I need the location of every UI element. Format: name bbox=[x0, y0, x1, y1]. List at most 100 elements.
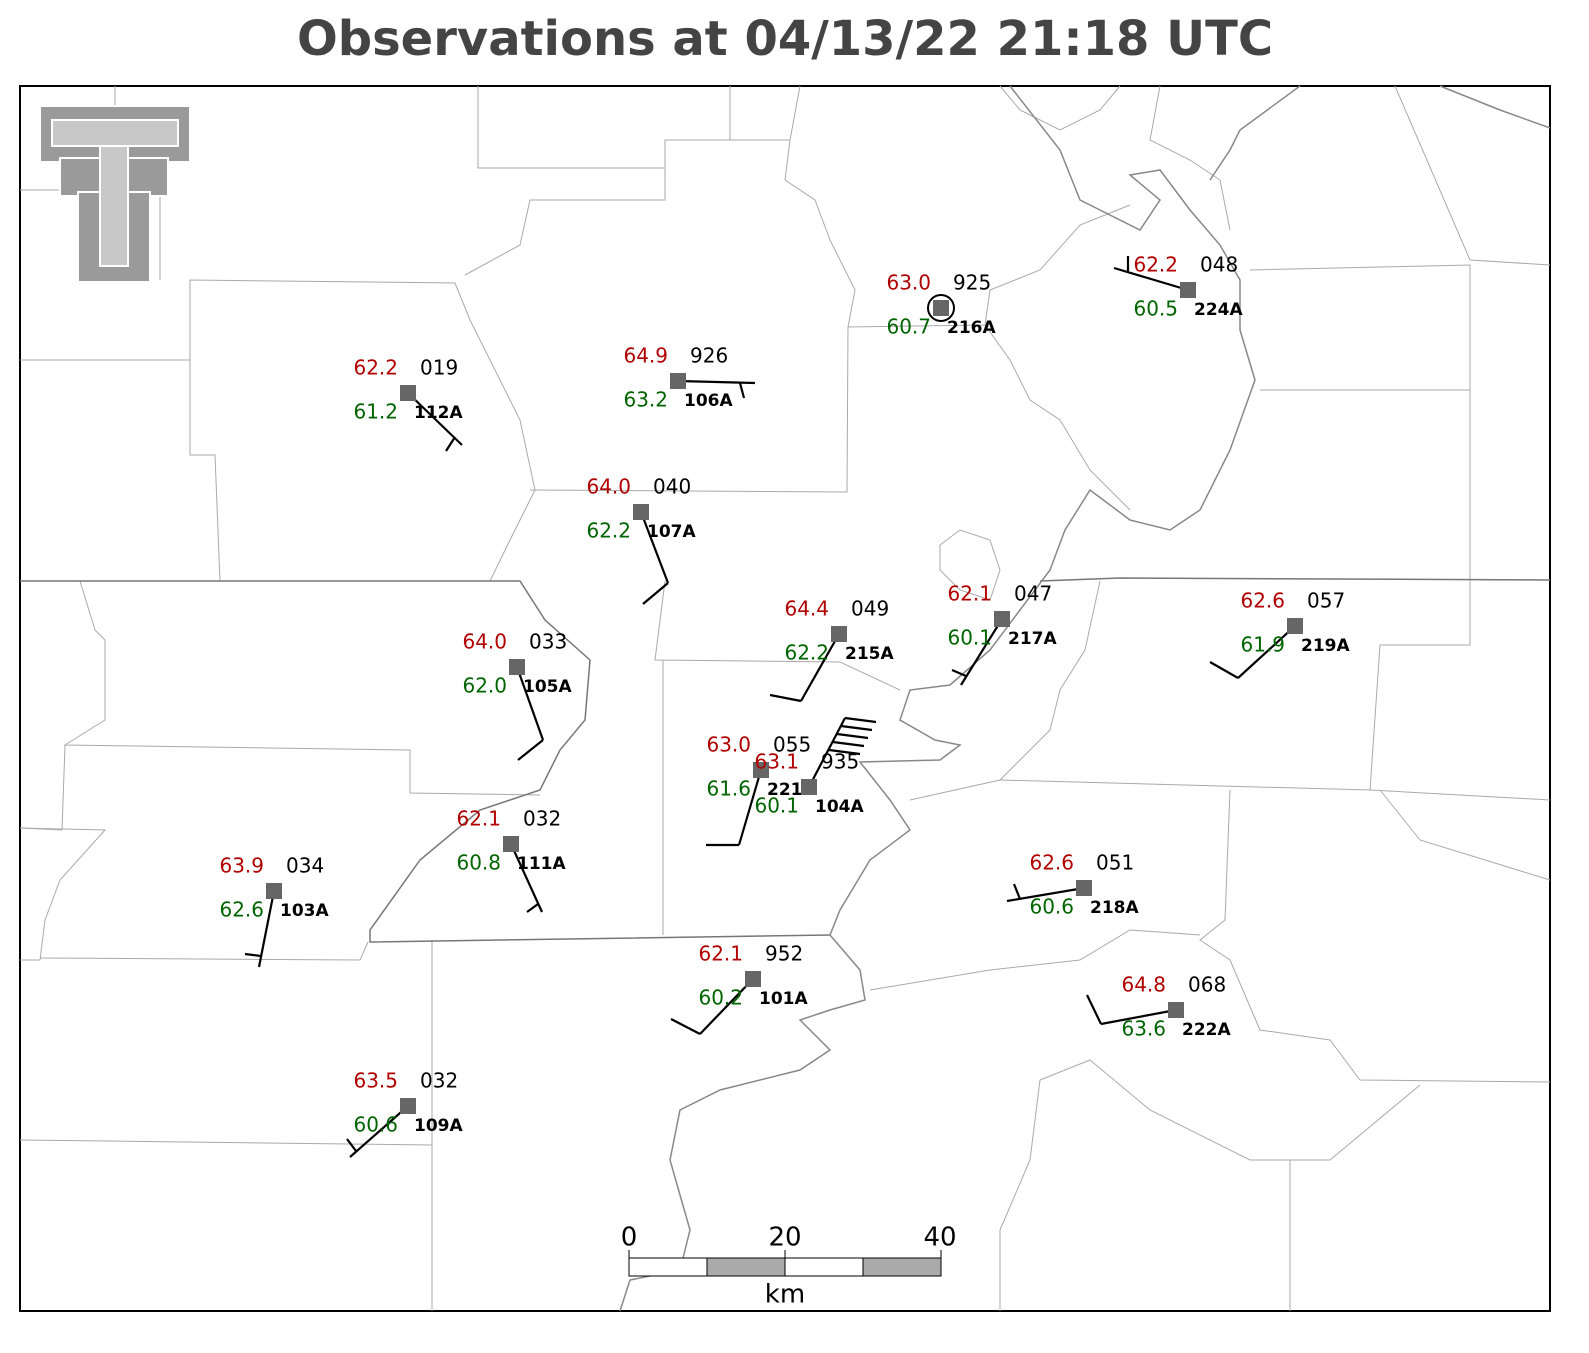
pressure: 952 bbox=[765, 942, 803, 966]
pressure: 032 bbox=[523, 807, 561, 831]
temperature: 64.8 bbox=[1121, 973, 1166, 997]
temperature: 64.0 bbox=[586, 475, 631, 499]
station-marker bbox=[745, 971, 761, 987]
dewpoint: 62.6 bbox=[219, 898, 264, 922]
station-marker bbox=[801, 779, 817, 795]
station-marker bbox=[509, 659, 525, 675]
scale-bar: 0 20 40 km bbox=[621, 1223, 957, 1310]
dewpoint: 60.5 bbox=[1133, 297, 1178, 321]
station-id: 101A bbox=[759, 989, 808, 1009]
wind-barb-tick bbox=[526, 903, 539, 913]
station-id: 104A bbox=[815, 797, 864, 817]
station-marker bbox=[831, 626, 847, 642]
temperature: 62.2 bbox=[353, 356, 398, 380]
pressure: 047 bbox=[1014, 582, 1052, 606]
wind-barb bbox=[960, 618, 1003, 686]
pressure: 033 bbox=[529, 630, 567, 654]
station-plot: 62.6 057 61.9 219A bbox=[1209, 589, 1350, 679]
station-plot: 62.1 952 60.2 101A bbox=[670, 942, 808, 1035]
station-marker bbox=[266, 883, 282, 899]
dewpoint: 62.2 bbox=[784, 641, 829, 665]
temperature: 63.5 bbox=[353, 1069, 398, 1093]
station-plot: 64.0 040 62.2 107A bbox=[586, 475, 696, 605]
pressure: 926 bbox=[690, 344, 728, 368]
station-marker bbox=[753, 762, 769, 778]
station-plot: 63.5 032 60.6 109A bbox=[346, 1069, 463, 1158]
pressure: 051 bbox=[1096, 851, 1134, 875]
station-plot: 62.1 032 60.8 111A bbox=[456, 807, 566, 913]
dewpoint: 61.9 bbox=[1240, 633, 1285, 657]
station-marker bbox=[633, 504, 649, 520]
station-plot: 63.9 034 62.6 103A bbox=[219, 854, 329, 968]
dewpoint: 60.1 bbox=[754, 794, 799, 818]
dewpoint: 62.2 bbox=[586, 519, 631, 543]
calm-wind bbox=[927, 294, 955, 322]
temperature: 62.2 bbox=[1133, 253, 1178, 277]
station-id: 112A bbox=[414, 403, 463, 423]
wind-barb-tick bbox=[828, 748, 861, 756]
station-marker bbox=[994, 611, 1010, 627]
wind-barb bbox=[699, 978, 754, 1035]
station-plot: 62.2 048 60.5 224A bbox=[1113, 253, 1243, 321]
dewpoint: 60.6 bbox=[1029, 895, 1074, 919]
wind-barb-tick bbox=[1086, 994, 1102, 1025]
station-marker bbox=[1076, 880, 1092, 896]
station-id: 106A bbox=[684, 391, 733, 411]
wind-barb-tick bbox=[1012, 883, 1022, 900]
wind-barb-tick bbox=[244, 952, 262, 958]
station-id: 222A bbox=[1182, 1020, 1231, 1040]
wind-barb-tick bbox=[642, 582, 669, 605]
wind-barb-tick bbox=[844, 716, 877, 724]
station-plot: 64.9 926 63.2 106A bbox=[623, 344, 756, 412]
station-id: 103A bbox=[280, 901, 329, 921]
station-id: 111A bbox=[517, 854, 566, 874]
dewpoint: 63.2 bbox=[623, 388, 668, 412]
station-marker bbox=[1287, 618, 1303, 634]
pressure: 055 bbox=[773, 733, 811, 757]
temperature: 62.6 bbox=[1029, 851, 1074, 875]
temperature: 62.1 bbox=[698, 942, 743, 966]
station-id: 219A bbox=[1301, 636, 1350, 656]
station-plot: 62.6 051 60.6 218A bbox=[1006, 851, 1139, 919]
scale-label: 20 bbox=[768, 1223, 801, 1253]
pressure: 935 bbox=[821, 750, 859, 774]
map-title: Observations at 04/13/22 21:18 UTC bbox=[297, 11, 1273, 67]
station-id: 105A bbox=[523, 677, 572, 697]
pressure: 925 bbox=[953, 271, 991, 295]
pressure: 019 bbox=[420, 356, 458, 380]
station-plot: 64.8 068 63.6 222A bbox=[1086, 973, 1231, 1041]
wind-barb bbox=[509, 843, 544, 913]
station-plot: 62.1 047 60.1 217A bbox=[947, 582, 1057, 686]
wind-barb bbox=[1100, 1008, 1177, 1026]
dewpoint: 60.8 bbox=[456, 851, 501, 875]
scale-label: 0 bbox=[621, 1223, 638, 1253]
temperature: 63.0 bbox=[886, 271, 931, 295]
wind-barb bbox=[1113, 266, 1189, 292]
wind-barb-tick bbox=[346, 1138, 357, 1152]
wind-barb bbox=[677, 379, 756, 385]
scale-label: 40 bbox=[923, 1223, 956, 1253]
station-marker bbox=[1180, 282, 1196, 298]
wind-barb-tick bbox=[738, 382, 746, 399]
wind-barb bbox=[515, 666, 545, 741]
station-marker bbox=[400, 1098, 416, 1114]
wind-barb-tick bbox=[951, 668, 967, 678]
temperature: 62.1 bbox=[947, 582, 992, 606]
temperature: 64.9 bbox=[623, 344, 668, 368]
wind-barb-tick bbox=[445, 436, 456, 452]
pressure: 049 bbox=[851, 597, 889, 621]
wind-barb-tick bbox=[836, 732, 869, 740]
dewpoint: 60.1 bbox=[947, 626, 992, 650]
wind-barb-tick bbox=[769, 693, 802, 703]
station-marker bbox=[1168, 1002, 1184, 1018]
station-plot: 64.0 033 62.0 105A bbox=[462, 630, 572, 761]
dewpoint: 60.2 bbox=[698, 986, 743, 1010]
stations: 62.2 019 61.2 112A 64.9 926 63.2 106A 64.0 040 62.… bbox=[219, 253, 1350, 1158]
dewpoint: 60.7 bbox=[886, 315, 931, 339]
wind-barb bbox=[257, 890, 276, 968]
station-id: 217A bbox=[1008, 629, 1057, 649]
pressure: 040 bbox=[653, 475, 691, 499]
dewpoint: 61.2 bbox=[353, 400, 398, 424]
